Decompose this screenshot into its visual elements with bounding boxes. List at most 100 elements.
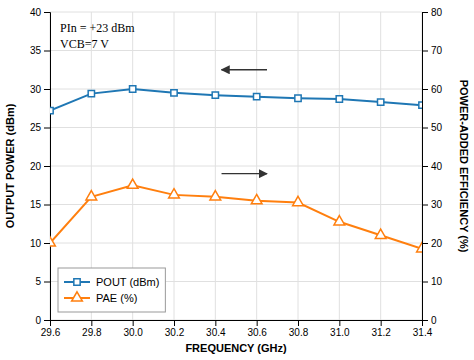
- arrow: [222, 173, 267, 174]
- series-marker: [417, 243, 422, 252]
- x-axis-line: [51, 321, 423, 327]
- series-marker: [50, 237, 55, 246]
- y2-tick-label: 50: [431, 122, 443, 133]
- x-tick: 29.6: [41, 320, 61, 338]
- y-tick-label: 10: [30, 238, 42, 249]
- y-tick-label: 25: [30, 122, 42, 133]
- y-axis-title: OUTPUT POWER (dBm): [4, 103, 16, 228]
- y-tick: 15: [30, 199, 50, 210]
- x-tick-label: 29.8: [82, 327, 102, 338]
- x-tick-mark: [174, 320, 175, 326]
- y-tick-mark: [44, 128, 50, 129]
- x-tick: 30.6: [247, 320, 267, 338]
- series-marker: [86, 191, 97, 200]
- y-tick-label: 0: [35, 315, 41, 326]
- series-marker: [375, 229, 386, 238]
- annotations: PIn = +23 dBmVCB=7 V: [60, 21, 135, 51]
- y2-tick: 0: [422, 315, 437, 326]
- series-line: [50, 185, 422, 249]
- y2-tick-label: 20: [431, 238, 443, 249]
- y2-tick-mark: [422, 243, 428, 244]
- x-tick-label: 31.4: [413, 327, 433, 338]
- arrow: [222, 69, 267, 70]
- plot: 29.6 29.8 30.0 30.2 30.4 30.6 30.8 31.0 31.2 31.4…: [4, 7, 470, 354]
- y-tick-mark: [44, 12, 50, 13]
- y-grid-line: [50, 89, 422, 90]
- x-tick-label: 30.2: [165, 327, 185, 338]
- series-marker: [254, 94, 260, 100]
- legend-item: PAE (%): [64, 292, 137, 304]
- y2-tick-mark: [422, 320, 428, 321]
- y-grid-line: [50, 12, 422, 13]
- x-tick: 30.4: [206, 320, 226, 338]
- series-marker: [419, 102, 422, 108]
- x-tick: 30.8: [289, 320, 309, 338]
- x-tick: 31.4: [413, 320, 433, 338]
- x-tick-mark: [215, 320, 216, 326]
- y2-tick: 10: [422, 276, 443, 287]
- legend-item: POUT (dBm): [64, 276, 159, 288]
- y2-tick-label: 80: [431, 7, 443, 18]
- y-tick-label: 15: [30, 199, 42, 210]
- y2-axis-line: [423, 13, 429, 321]
- y-grid-line: [50, 204, 422, 205]
- series-marker: [293, 196, 304, 205]
- annotation: VCB=7 V: [60, 37, 109, 51]
- series-marker: [212, 92, 218, 98]
- x-tick: 29.8: [82, 320, 102, 338]
- y-tick: 20: [30, 161, 50, 172]
- series-line: [50, 89, 422, 111]
- series-marker: [130, 86, 136, 92]
- x-tick-mark: [133, 320, 134, 326]
- x-tick: 31.0: [330, 320, 350, 338]
- series-marker: [210, 191, 221, 200]
- y-tick-label: 40: [30, 7, 42, 18]
- x-tick-label: 30.0: [123, 327, 143, 338]
- x-tick-mark: [339, 320, 340, 326]
- y-grid-line: [50, 243, 422, 244]
- y2-tick-mark: [422, 89, 428, 90]
- chart: 29.6 29.8 30.0 30.2 30.4 30.6 30.8 31.0 31.2 31.4…: [0, 0, 474, 360]
- legend-marker: [72, 292, 83, 301]
- x-tick-mark: [257, 320, 258, 326]
- x-tick-mark: [381, 320, 382, 326]
- y-tick-mark: [44, 320, 50, 321]
- y-grid-line: [50, 166, 422, 167]
- series-marker: [169, 189, 180, 198]
- series-marker: [334, 216, 345, 225]
- y2-tick-label: 40: [431, 161, 443, 172]
- y-tick: 5: [35, 276, 50, 287]
- series-marker: [171, 90, 177, 96]
- y2-tick-mark: [422, 51, 428, 52]
- y-tick-label: 20: [30, 161, 42, 172]
- x-tick-label: 31.0: [330, 327, 350, 338]
- x-tick: 31.2: [371, 320, 391, 338]
- x-tick-label: 30.6: [247, 327, 267, 338]
- y2-tick: 40: [422, 161, 443, 172]
- y2-tick-label: 0: [431, 315, 437, 326]
- y-tick-mark: [44, 243, 50, 244]
- grid: [50, 12, 422, 320]
- x-tick-label: 30.8: [289, 327, 309, 338]
- y2-tick: 70: [422, 45, 443, 56]
- legend-label: PAE (%): [96, 292, 137, 304]
- y2-tick-label: 60: [431, 84, 443, 95]
- marks: [50, 70, 422, 252]
- y2-tick-mark: [422, 12, 428, 13]
- x-tick-mark: [298, 320, 299, 326]
- y2-tick: 20: [422, 238, 443, 249]
- y-tick-mark: [44, 166, 50, 167]
- y2-tick: 80: [422, 7, 443, 18]
- y2-tick-mark: [422, 166, 428, 167]
- y2-tick-mark: [422, 128, 428, 129]
- x-tick-label: 29.6: [41, 327, 61, 338]
- y-tick-mark: [44, 205, 50, 206]
- y2-tick: 30: [422, 199, 443, 210]
- x-tick-label: 30.4: [206, 327, 226, 338]
- series-marker: [88, 90, 94, 96]
- y2-tick: 50: [422, 122, 443, 133]
- legend-marker: [74, 279, 80, 285]
- y-tick-mark: [44, 89, 50, 90]
- y2-tick-label: 70: [431, 45, 443, 56]
- x-axis: 29.6 29.8 30.0 30.2 30.4 30.6 30.8 31.0 31.2 31.4: [41, 320, 433, 338]
